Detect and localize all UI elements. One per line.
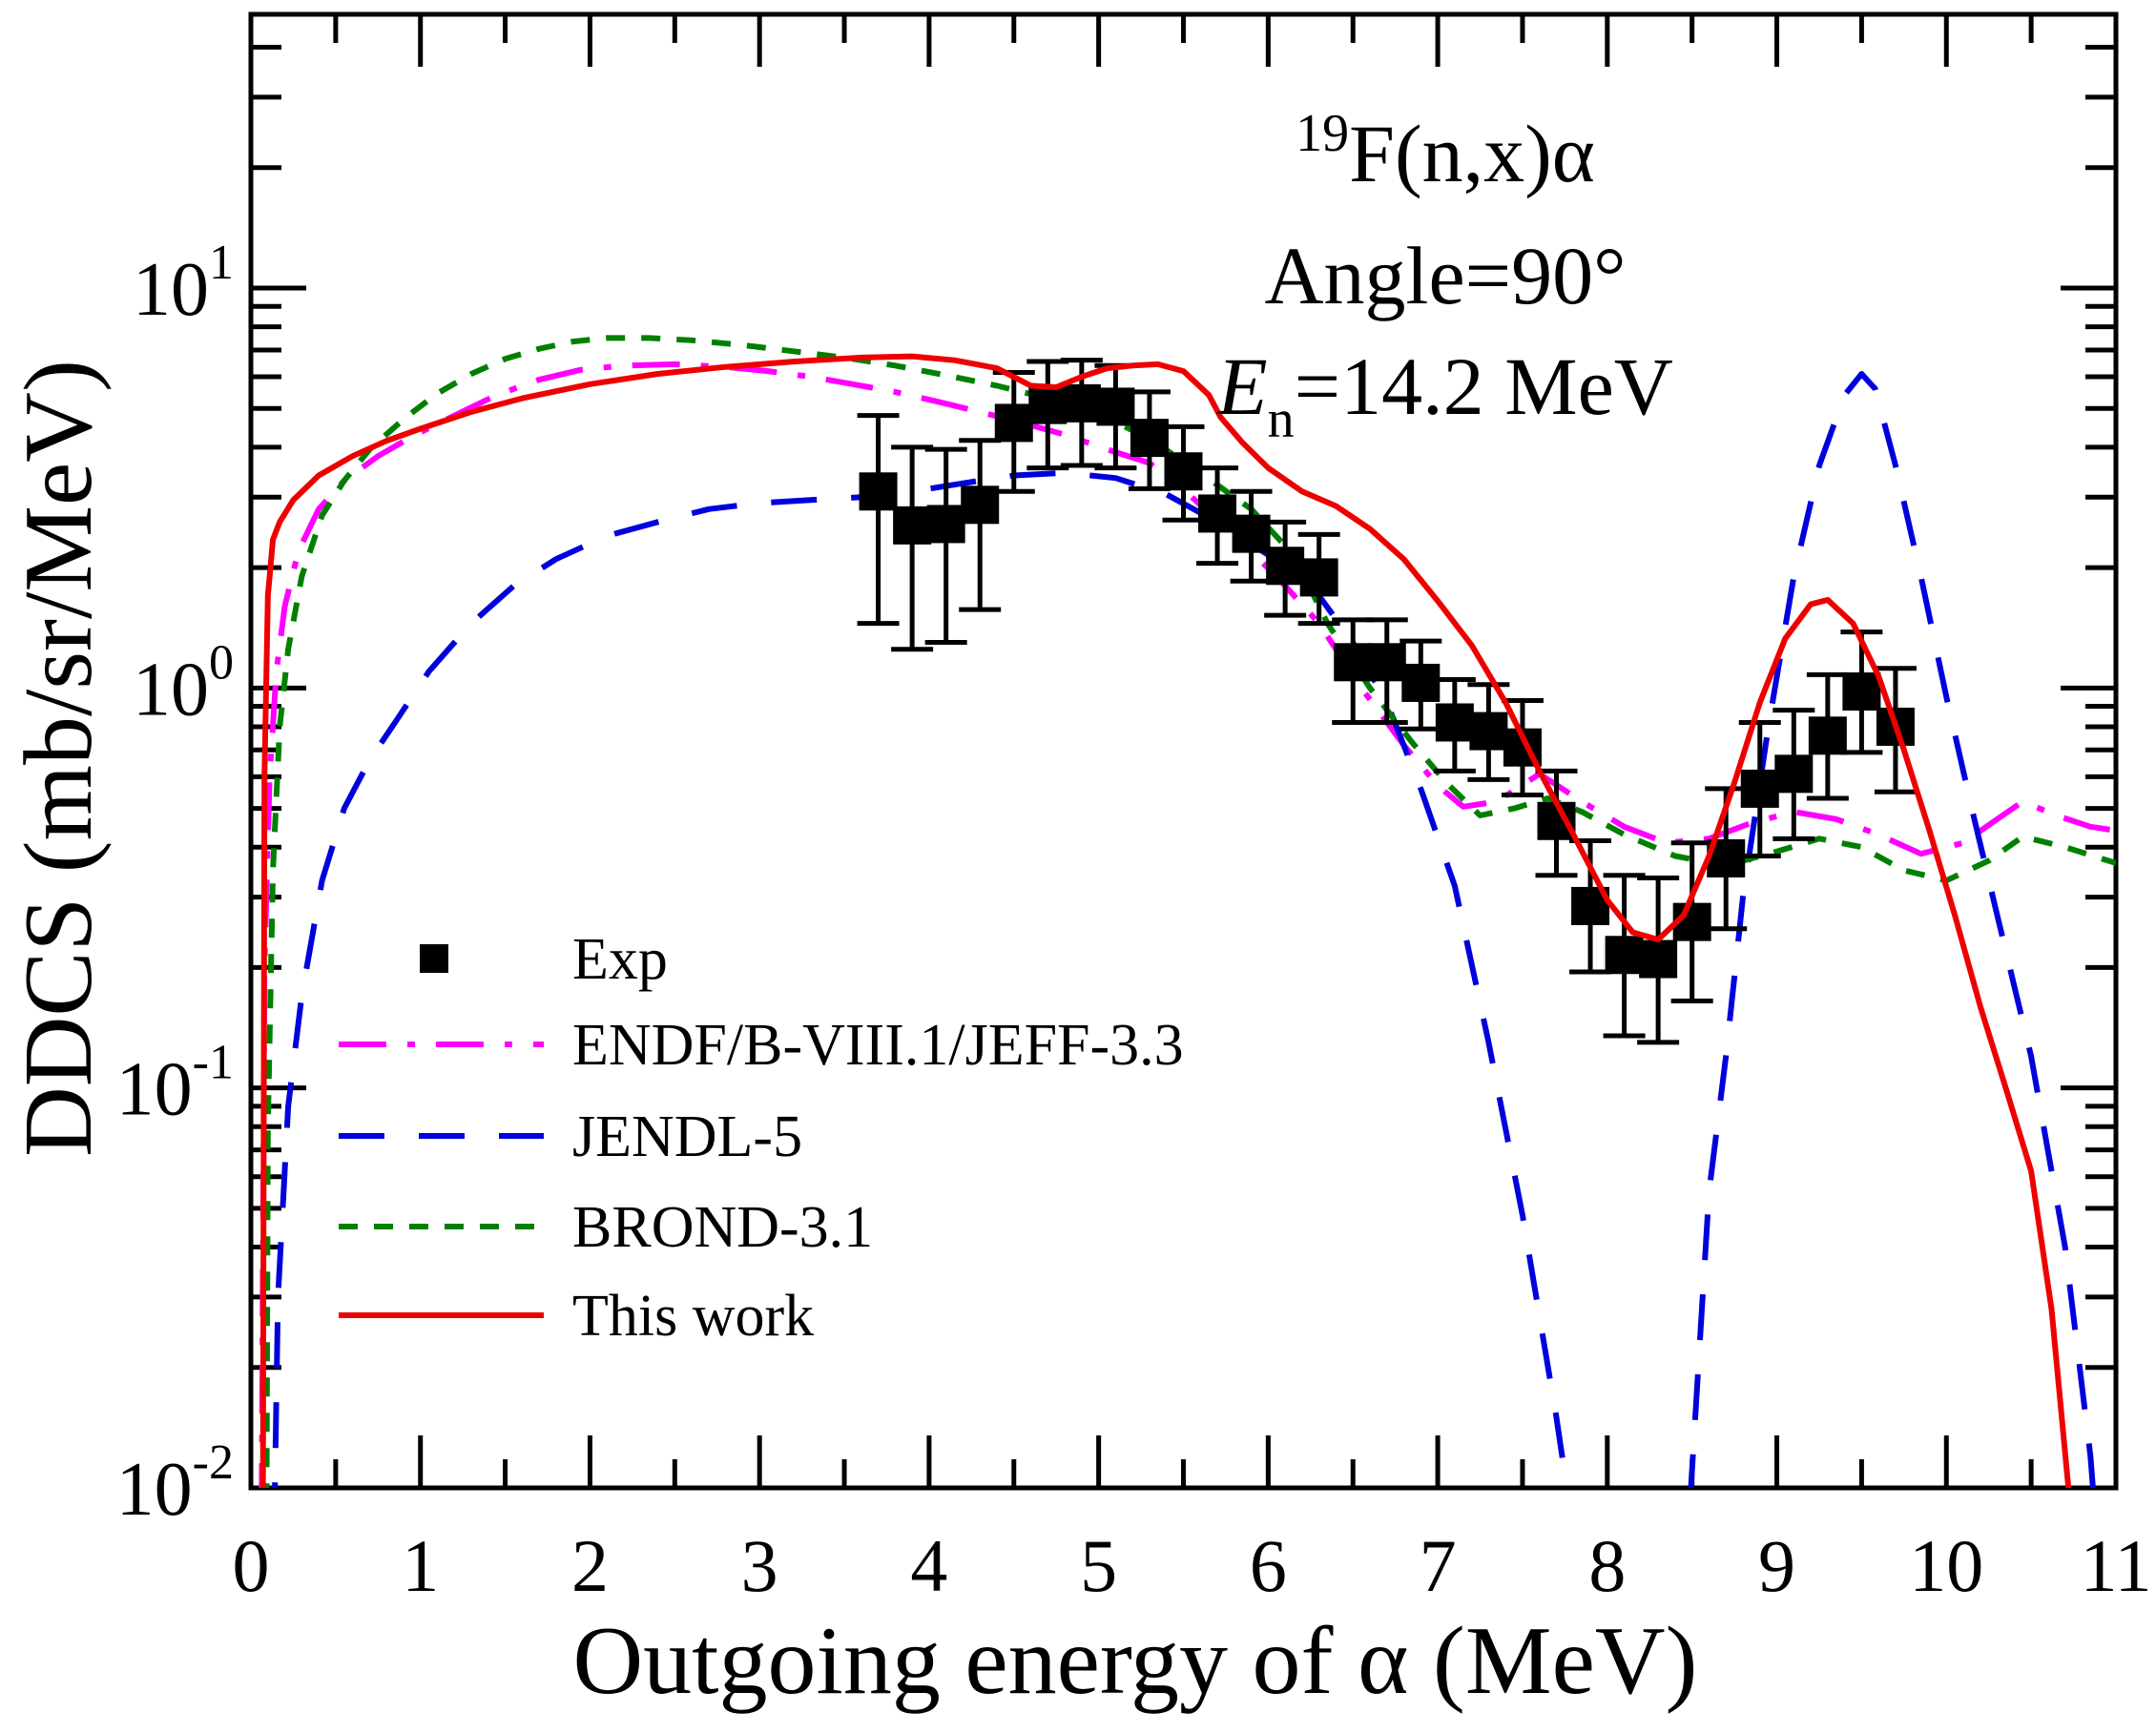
x-tick-label: 3 <box>741 1524 778 1607</box>
exp-point <box>1334 643 1373 682</box>
exp-point <box>1639 939 1678 979</box>
exp-point <box>1605 936 1644 975</box>
x-tick-label: 4 <box>910 1524 947 1607</box>
y-tick-label: 100 <box>133 635 234 732</box>
exp-point <box>1808 716 1847 755</box>
legend: Exp ENDF/B-VIII.1/JEFF-3.3 JENDL-5 BROND… <box>339 927 1184 1349</box>
y-tick-label: 10-1 <box>116 1036 234 1132</box>
x-tick-label: 2 <box>571 1524 609 1607</box>
exp-point <box>1130 419 1169 458</box>
exp-point <box>1164 452 1203 491</box>
x-tick-label: 0 <box>233 1524 270 1607</box>
exp-point <box>1469 712 1508 751</box>
curve-brond-3-1 <box>263 335 2116 1488</box>
exp-point <box>1774 754 1814 794</box>
legend-label-brond: BROND-3.1 <box>572 1195 873 1260</box>
x-tick-label: 8 <box>1588 1524 1626 1607</box>
exp-point <box>994 403 1033 443</box>
x-tick-label: 5 <box>1080 1524 1117 1607</box>
exp-point <box>1401 663 1441 702</box>
x-tick-label: 11 <box>2080 1524 2151 1607</box>
exp-point <box>1842 672 1881 712</box>
legend-marker-exp <box>420 944 448 973</box>
curve-this-work <box>259 353 2072 1488</box>
curve-jendl-5 <box>272 371 2096 1488</box>
exp-point <box>1028 385 1068 424</box>
y-tick-label: 101 <box>133 236 234 332</box>
annotation-reaction: 19F(n,x)α <box>1296 104 1595 199</box>
exp-point <box>961 485 1000 525</box>
exp-point <box>1435 703 1474 742</box>
curve-endf-b-viii-1-jeff-3-3 <box>259 361 2116 1488</box>
y-tick-labels: 101 100 10-1 10-2 <box>116 236 234 1532</box>
exp-point <box>926 505 965 544</box>
axis-ticks <box>248 14 2119 1491</box>
x-axis-title: Outgoing energy of α (MeV) <box>573 1607 1698 1715</box>
x-tick-label: 1 <box>402 1524 439 1607</box>
exp-point <box>1367 643 1406 682</box>
exp-point <box>1266 547 1305 586</box>
x-tick-label: 10 <box>1909 1524 1983 1607</box>
x-tick-label: 7 <box>1420 1524 1457 1607</box>
exp-point <box>1198 494 1237 533</box>
legend-label-jendl: JENDL-5 <box>572 1104 802 1169</box>
legend-label-thiswork: This work <box>572 1284 814 1349</box>
x-tick-label: 9 <box>1758 1524 1795 1607</box>
legend-markers <box>339 944 544 1318</box>
exp-point <box>1096 387 1135 426</box>
exp-point <box>893 505 932 545</box>
annotation-energy: En=14.2 MeV <box>1215 340 1673 449</box>
model-curves <box>259 335 2116 1488</box>
curve-this-work <box>259 353 2072 1488</box>
exp-point <box>1232 514 1271 553</box>
annotation-angle: Angle=90° <box>1264 230 1626 321</box>
y-axis-title: DDCS (mb/sr/MeV) <box>5 360 113 1157</box>
exp-point <box>1740 769 1779 808</box>
x-tick-labels: 0 1 2 3 4 5 6 7 8 9 10 11 <box>233 1524 2152 1607</box>
legend-label-endf: ENDF/B-VIII.1/JEFF-3.3 <box>572 1013 1184 1078</box>
exp-point <box>1062 383 1101 423</box>
exp-point <box>859 472 898 511</box>
exp-data-points <box>857 358 1917 1045</box>
exp-point <box>1299 558 1338 597</box>
x-tick-label: 6 <box>1250 1524 1287 1607</box>
y-tick-label: 10-2 <box>116 1435 234 1532</box>
legend-label-exp: Exp <box>572 927 668 992</box>
